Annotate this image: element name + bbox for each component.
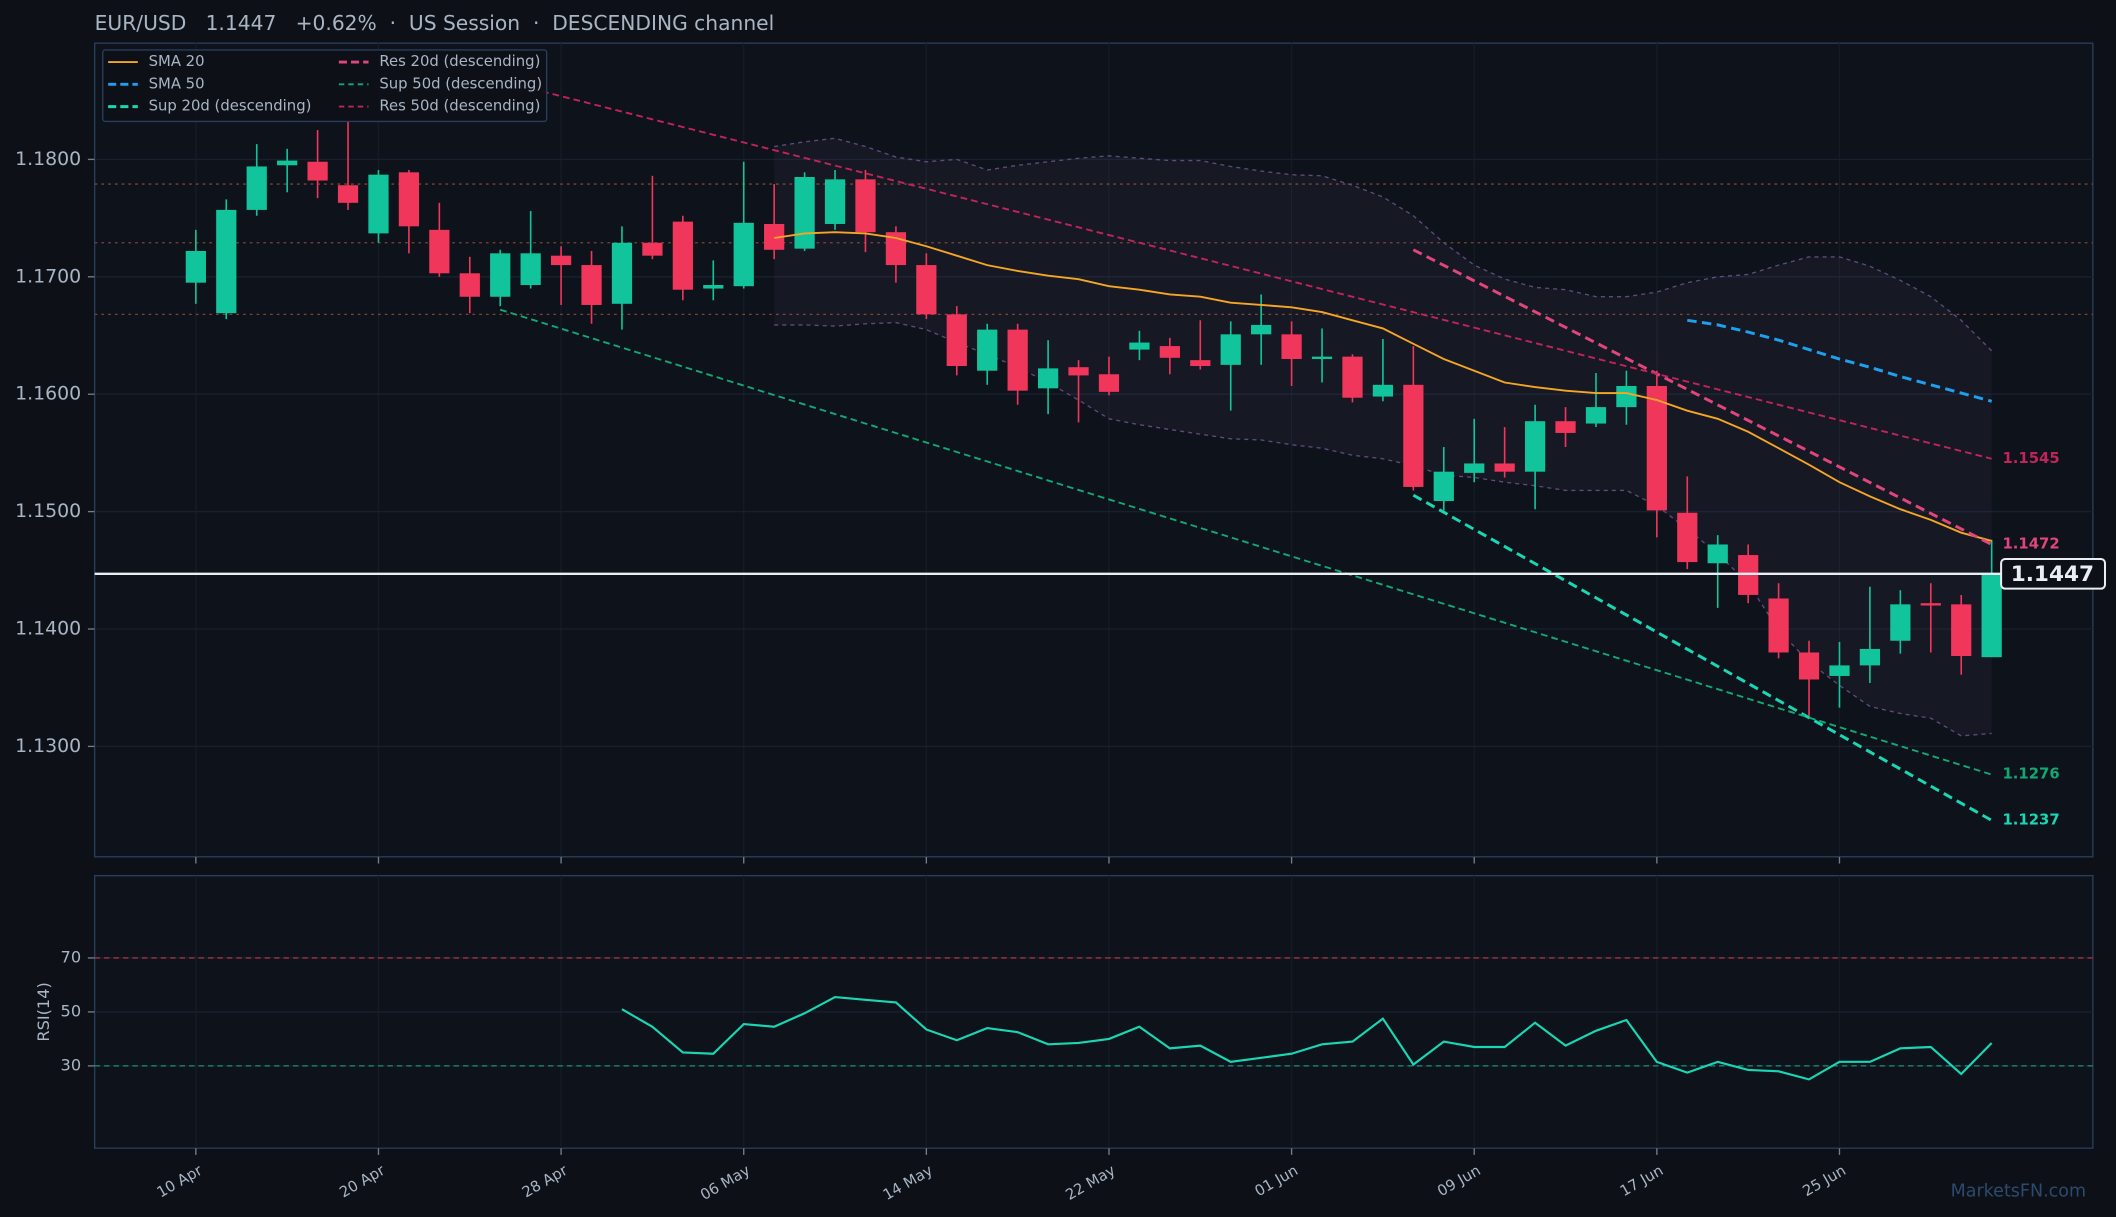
candle-body	[490, 253, 511, 297]
candle-body	[885, 232, 907, 266]
candle-body	[1007, 329, 1028, 391]
legend-label: SMA 20	[149, 53, 205, 70]
sma-line	[773, 231, 1992, 542]
last-price-badge	[2000, 557, 2107, 590]
candle-body	[1616, 385, 1637, 408]
candle-body	[1342, 356, 1363, 398]
legend-label: Sup 50d (descending)	[379, 75, 542, 92]
band-lower	[774, 321, 1992, 737]
candle-body	[1859, 648, 1881, 666]
candle-body	[764, 223, 785, 250]
legend-label: Res 50d (descending)	[379, 98, 540, 115]
price-panel	[93, 42, 2094, 858]
y-tick-label: 30	[61, 1055, 82, 1074]
candle-body	[1524, 421, 1546, 472]
y-tick-label: 1.1300	[15, 735, 81, 757]
end-label: 1.1545	[2002, 450, 2059, 467]
end-label: 1.1237	[2002, 811, 2059, 828]
rsi-line	[621, 995, 1993, 1081]
candle-body	[185, 250, 206, 283]
candle-body	[855, 179, 876, 233]
candle-body	[1311, 356, 1333, 359]
candle-body	[1037, 368, 1059, 389]
y-tick-label: 1.1800	[15, 148, 81, 170]
candle-body	[550, 255, 572, 266]
y-tick-label: 1.1600	[15, 383, 81, 405]
trend-line	[499, 79, 1992, 460]
y-tick-label: 1.1500	[15, 500, 81, 522]
candle-body	[1281, 334, 1302, 359]
candle-body	[398, 172, 420, 227]
candle-body	[946, 314, 967, 367]
candle-body	[611, 242, 633, 304]
candle-body	[703, 285, 724, 289]
candle-body	[1646, 385, 1667, 511]
legend-label: Sup 20d (descending)	[149, 98, 312, 115]
candle-body	[1981, 573, 2002, 658]
candle-body	[1890, 604, 1911, 641]
candle-body	[916, 265, 937, 315]
candle-body	[1464, 463, 1485, 473]
candle-body	[672, 221, 693, 290]
candle-body	[1768, 598, 1789, 653]
y-tick-label: 70	[61, 947, 82, 966]
candle-body	[1190, 360, 1211, 367]
candle-body	[1433, 471, 1454, 502]
candle-body	[1251, 324, 1272, 335]
candle-body	[581, 265, 602, 305]
candle-body	[1707, 544, 1728, 564]
y-tick-label: 50	[61, 1001, 82, 1020]
candle-body	[642, 242, 663, 256]
candle-body	[1098, 374, 1120, 392]
candle-body	[1129, 342, 1150, 350]
y-tick-label: 1.1400	[15, 618, 81, 640]
candle-body	[1951, 604, 1972, 657]
candle-body	[1494, 463, 1515, 472]
candle-body	[1585, 407, 1607, 424]
end-label: 1.1472	[2002, 535, 2059, 552]
band-fill	[774, 138, 1992, 736]
end-label: 1.1276	[2002, 766, 2059, 783]
watermark: MarketsFN.com	[1951, 1181, 2086, 1201]
candle-body	[368, 174, 389, 234]
candle-body	[277, 160, 298, 166]
candle-body	[794, 177, 815, 249]
candle-body	[1829, 665, 1850, 676]
candle-body	[246, 166, 267, 210]
candle-body	[1920, 603, 1941, 606]
legend-label: Res 20d (descending)	[379, 53, 540, 70]
candle-body	[520, 253, 541, 286]
sma-line	[1687, 318, 1993, 403]
trend-line	[499, 308, 1992, 776]
candle-body	[1159, 346, 1180, 358]
candle-body	[1403, 384, 1424, 487]
candle-body	[1068, 367, 1089, 376]
trend-line	[1412, 248, 1993, 546]
candle-body	[429, 229, 450, 274]
candle-body	[824, 179, 846, 224]
candle-body	[1372, 384, 1394, 397]
candle-body	[459, 273, 480, 297]
candle-body	[1220, 334, 1241, 365]
chart-title: EUR/USD 1.1447 +0.62% · US Session · DES…	[95, 11, 775, 35]
candle-body	[977, 329, 998, 371]
legend-box	[102, 49, 548, 123]
legend-label: SMA 50	[149, 75, 205, 92]
last-price-label: 1.1447	[2011, 562, 2094, 587]
candle-body	[1798, 652, 1820, 680]
candle-body	[1555, 421, 1576, 433]
candle-body	[307, 161, 328, 181]
y-axis-label: RSI(14)	[34, 982, 53, 1042]
y-tick-label: 1.1700	[15, 265, 81, 287]
candle-body	[216, 209, 237, 314]
candle-body	[733, 222, 754, 287]
candle-body	[1677, 512, 1698, 563]
candle-body	[337, 185, 359, 203]
trend-line	[1412, 493, 1993, 822]
